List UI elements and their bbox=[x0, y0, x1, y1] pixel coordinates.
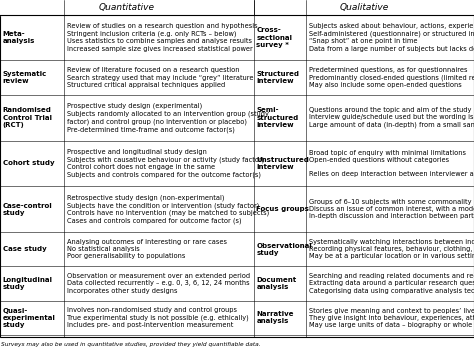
Text: Randomised
Control Trial
(RCT): Randomised Control Trial (RCT) bbox=[3, 107, 52, 128]
Text: Cohort study: Cohort study bbox=[3, 160, 55, 166]
Text: Longitudinal
study: Longitudinal study bbox=[3, 277, 53, 290]
Text: Observation or measurement over an extended period
Data collected recurrently – : Observation or measurement over an exten… bbox=[67, 273, 250, 294]
Text: Predetermined questions, as for questionnaires
Predominantly closed-ended questi: Predetermined questions, as for question… bbox=[309, 67, 474, 88]
Text: Unstructured
interview: Unstructured interview bbox=[256, 157, 310, 170]
Text: Prospective study design (experimental)
Subjects randomly allocated to an interv: Prospective study design (experimental) … bbox=[67, 103, 269, 133]
Text: Retrospective study design (non-experimental)
Subjects have the condition or int: Retrospective study design (non-experime… bbox=[67, 194, 269, 224]
Text: Narrative
analysis: Narrative analysis bbox=[256, 311, 294, 324]
Text: Review of studies on a research question and hypothesis
Stringent inclusion crit: Review of studies on a research question… bbox=[67, 23, 257, 52]
Text: Focus groups: Focus groups bbox=[256, 206, 310, 212]
Text: Surveys may also be used in quantitative studies, provided they yield quantifiab: Surveys may also be used in quantitative… bbox=[1, 342, 261, 346]
Text: Case-control
study: Case-control study bbox=[3, 203, 53, 216]
Text: Meta-
analysis: Meta- analysis bbox=[3, 31, 35, 44]
Text: Involves non-randomised study and control groups
True experimental study is not : Involves non-randomised study and contro… bbox=[67, 307, 248, 328]
Text: Stories give meaning and context to peoples’ lives
They give insight into behavi: Stories give meaning and context to peop… bbox=[309, 308, 474, 328]
Text: Broad topic of enquiry with minimal limitations
Open-ended questions without cat: Broad topic of enquiry with minimal limi… bbox=[309, 149, 474, 177]
Text: Review of literature focused on a research question
Search strategy used that ma: Review of literature focused on a resear… bbox=[67, 67, 253, 88]
Text: Systematically watching interactions between individuals
Recording physical feat: Systematically watching interactions bet… bbox=[309, 239, 474, 259]
Text: Qualitative: Qualitative bbox=[339, 3, 388, 12]
Text: Searching and reading related documents and records
Extracting data around a par: Searching and reading related documents … bbox=[309, 273, 474, 294]
Text: Semi-
structured
interview: Semi- structured interview bbox=[256, 107, 299, 128]
Text: Observational
study: Observational study bbox=[256, 243, 312, 256]
Text: Groups of 6–10 subjects with some commonality
Discuss an issue of common interes: Groups of 6–10 subjects with some common… bbox=[309, 199, 474, 219]
Text: Structured
interview: Structured interview bbox=[256, 71, 300, 84]
Text: Systematic
review: Systematic review bbox=[3, 71, 47, 84]
Text: Cross-
sectional
survey *: Cross- sectional survey * bbox=[256, 27, 292, 48]
Text: Quantitative: Quantitative bbox=[99, 3, 155, 12]
Text: Quasi-
experimental
study: Quasi- experimental study bbox=[3, 308, 56, 328]
Text: Analysing outcomes of interesting or rare cases
No statistical analysis
Poor gen: Analysing outcomes of interesting or rar… bbox=[67, 239, 227, 259]
Text: Document
analysis: Document analysis bbox=[256, 277, 297, 290]
Text: Case study: Case study bbox=[3, 246, 46, 252]
Text: Prospective and longitudinal study design
Subjects with causative behaviour or a: Prospective and longitudinal study desig… bbox=[67, 149, 264, 178]
Text: Questions around the topic and aim of the study
Interview guide/schedule used bu: Questions around the topic and aim of th… bbox=[309, 107, 474, 128]
Text: Subjects asked about behaviour, actions, experiences, etc.
Self-administered (qu: Subjects asked about behaviour, actions,… bbox=[309, 23, 474, 52]
